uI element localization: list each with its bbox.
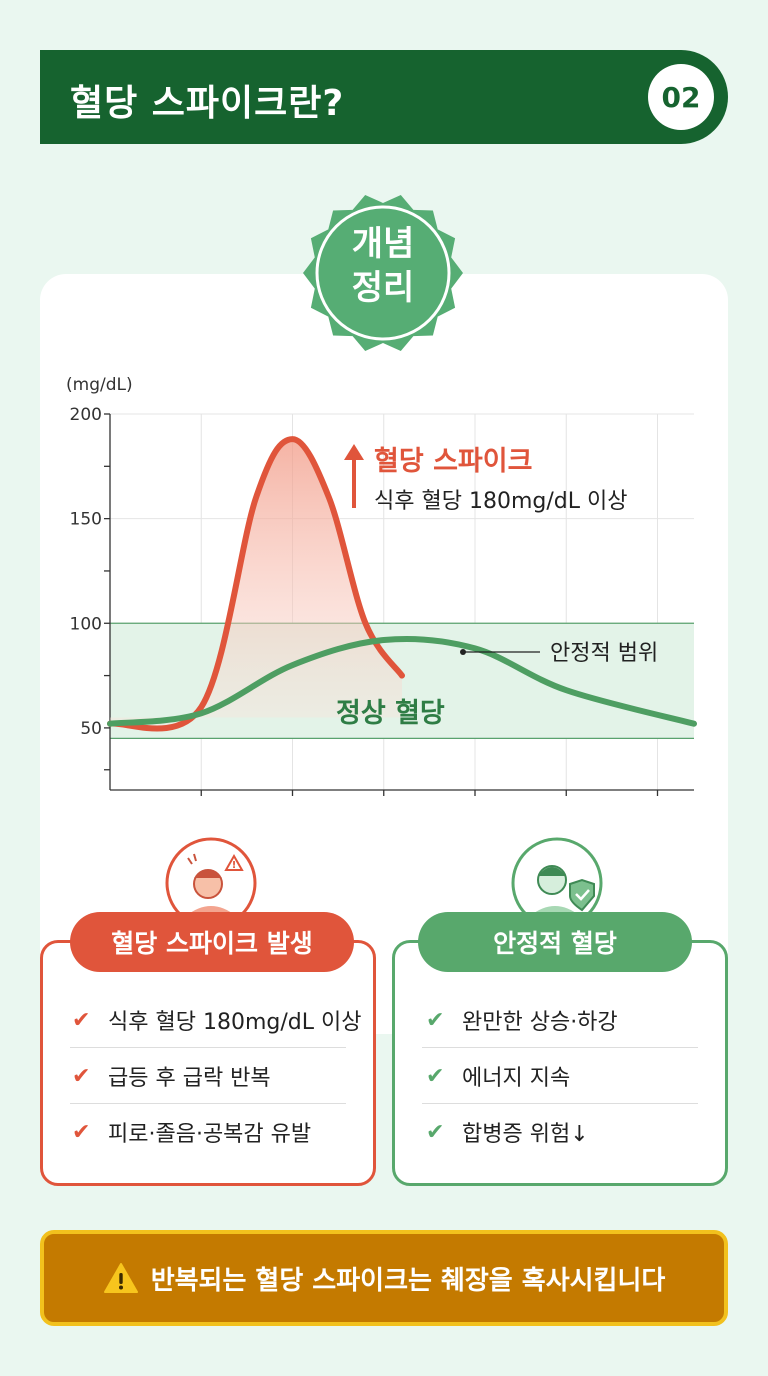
list-item: ✔ 에너지 지속 [426,1048,570,1104]
spike-series-line [107,436,405,732]
section-number-badge: 02 [648,64,714,130]
y-tick-label: 100 [70,614,102,634]
list-item: ✔ 식후 혈당 180mg/dL 이상 [72,992,361,1048]
spike-title-label: 혈당 스파이크 [374,446,532,477]
spike-area [110,439,402,729]
divider [422,1103,698,1104]
check-icon: ✔ [72,1119,91,1145]
list-item: ✔ 급등 후 급락 반복 [72,1048,271,1104]
divider [70,1047,346,1048]
range-label: 안정적 범위 [550,641,658,666]
arrow-up-icon [344,444,364,508]
list-item: ✔ 완만한 상승·하강 [426,992,618,1048]
divider [70,1103,346,1104]
badge-line-1: 개념 [351,224,415,264]
concept-badge: 개념 정리 [294,222,472,310]
normal-label: 정상 혈당 [336,698,445,729]
y-tick-label: 150 [70,510,102,530]
blood-sugar-chart: (mg/dL) 200 150 100 50 혈당 스파이크 식후 혈당 180mg/… [66,375,697,796]
spike-desc-label: 식후 혈당 180mg/dL 이상 [374,489,627,514]
list-item: ✔ 피로·졸음·공복감 유발 [72,1104,311,1160]
check-icon: ✔ [72,1007,91,1033]
check-icon: ✔ [72,1063,91,1089]
badge-line-2: 정리 [351,268,415,308]
warning-icon [103,1263,138,1293]
list-item-label: 합병증 위험↓ [462,1122,589,1147]
svg-text:!: ! [232,860,237,871]
divider [422,1047,698,1048]
spike-panel-title: 혈당 스파이크 발생 [70,912,354,972]
y-tick-label: 50 [80,719,102,739]
list-item-label: 에너지 지속 [462,1066,571,1091]
check-icon: ✔ [426,1007,445,1033]
y-axis-label: (mg/dL) [66,375,133,395]
stable-panel-title: 안정적 혈당 [418,912,692,972]
spike-panel [40,940,376,1186]
normal-series-line [107,635,697,727]
y-tick-labels: 200 150 100 50 [70,405,102,739]
list-item-label: 피로·졸음·공복감 유발 [108,1122,312,1147]
list-item: ✔ 합병증 위험↓ [426,1104,589,1160]
list-item-label: 완만한 상승·하강 [462,1010,618,1035]
warning-text: 반복되는 혈당 스파이크는 췌장을 혹사시킵니다 [150,1265,666,1296]
check-icon: ✔ [426,1063,445,1089]
stable-panel [392,940,728,1186]
concept-badge-icon [303,195,463,351]
page-title: 혈당 스파이크란? [70,83,345,124]
check-icon: ✔ [426,1119,445,1145]
header-bar: 혈당 스파이크란? 02 [40,50,728,144]
list-item-label: 급등 후 급락 반복 [108,1066,271,1091]
chart-axes [104,413,694,796]
y-tick-label: 200 [70,405,102,425]
warning-banner: 반복되는 혈당 스파이크는 췌장을 혹사시킵니다 [40,1230,728,1326]
list-item-label: 식후 혈당 180mg/dL 이상 [108,1010,362,1035]
